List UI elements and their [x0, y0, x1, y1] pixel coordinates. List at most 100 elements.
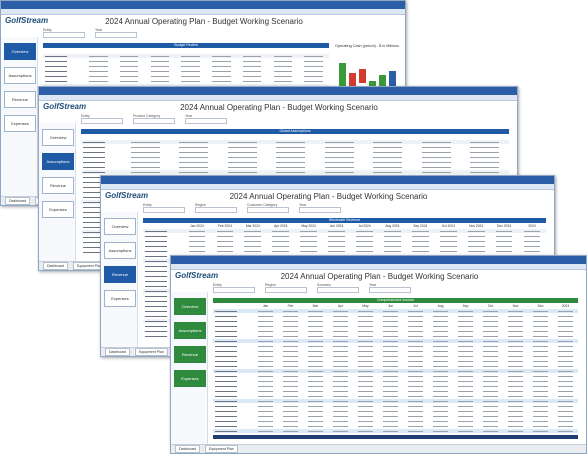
column-header: Mar 2024: [245, 224, 260, 228]
cell-value: [244, 240, 262, 243]
sheet-tab[interactable]: Dashboard: [43, 262, 69, 270]
cell-value: [324, 166, 354, 169]
nav-button[interactable]: Revenue: [42, 177, 74, 194]
column-header: Nov 2024: [469, 224, 484, 228]
section-header: Budget Review: [43, 43, 329, 48]
sheet-tab[interactable]: Equipment Plan: [205, 445, 238, 453]
filter-box[interactable]: [213, 287, 255, 293]
filter-box[interactable]: [43, 32, 85, 38]
nav-button[interactable]: Expenses: [42, 201, 74, 218]
cell-value: [227, 166, 257, 169]
filter-box[interactable]: [95, 32, 137, 38]
column-header: 2024: [528, 224, 536, 228]
filter-box[interactable]: [81, 118, 123, 124]
cell-value: [119, 75, 139, 78]
cell-value: [258, 410, 273, 413]
cell-value: [433, 345, 448, 348]
nav-button[interactable]: Revenue: [104, 266, 136, 283]
filter-box[interactable]: [369, 287, 411, 293]
cell-value: [483, 400, 498, 403]
nav-button[interactable]: Assumptions: [174, 322, 206, 339]
cell-value: [421, 146, 451, 149]
nav-button[interactable]: Overview: [4, 43, 36, 60]
nav-button[interactable]: Expenses: [104, 290, 136, 307]
cell-value: [258, 370, 273, 373]
cell-value: [333, 400, 348, 403]
cell-value: [467, 240, 485, 243]
column-header: Aug: [437, 304, 444, 308]
cell-value: [89, 75, 108, 78]
row-label: [83, 206, 105, 209]
row-label: [45, 65, 67, 68]
row-label: [83, 246, 105, 249]
cell-value: [558, 420, 573, 423]
filter-box[interactable]: [265, 287, 307, 293]
nav-button[interactable]: Overview: [42, 129, 74, 146]
sheet-tab[interactable]: Dashboard: [175, 445, 201, 453]
sheet-tab[interactable]: Equipment Plan: [135, 348, 168, 356]
nav-button[interactable]: Assumptions: [104, 242, 136, 259]
cell-value: [467, 250, 485, 253]
cell-value: [458, 315, 473, 318]
row-label: [215, 340, 237, 343]
cell-value: [373, 166, 403, 169]
logo: GolfStream: [43, 102, 87, 111]
filter-box[interactable]: [247, 207, 289, 213]
filter-box[interactable]: [317, 287, 359, 293]
cell-value: [533, 410, 548, 413]
nav-button[interactable]: Revenue: [4, 91, 36, 108]
cell-value: [483, 335, 498, 338]
row-label: [145, 290, 167, 293]
nav-button[interactable]: Overview: [104, 218, 136, 235]
page-title: 2024 Annual Operating Plan - Budget Work…: [280, 272, 479, 281]
sheet-tab[interactable]: Dashboard: [105, 348, 131, 356]
column-header: Jan 2024: [190, 224, 204, 228]
nav-button[interactable]: Overview: [174, 298, 206, 315]
cell-value: [283, 390, 298, 393]
cell-value: [383, 325, 398, 328]
filter-box[interactable]: [133, 118, 175, 124]
cell-value: [304, 55, 323, 58]
row-label: [83, 196, 105, 199]
nav-button[interactable]: Revenue: [174, 346, 206, 363]
filter-box[interactable]: [143, 207, 185, 213]
cell-value: [558, 380, 573, 383]
filter-box[interactable]: [195, 207, 237, 213]
cell-value: [508, 350, 523, 353]
row-label: [215, 350, 237, 353]
cell-value: [408, 315, 423, 318]
cell-value: [383, 350, 398, 353]
nav-button[interactable]: Expenses: [4, 115, 36, 132]
row-label: [215, 395, 237, 398]
nav-button[interactable]: Assumptions: [42, 153, 74, 170]
cell-value: [283, 320, 298, 323]
column-header: Jun 2024: [329, 224, 344, 228]
cell-value: [324, 146, 354, 149]
cell-value: [324, 171, 354, 174]
filter-box[interactable]: [299, 207, 341, 213]
ribbon: [101, 184, 554, 190]
sheet-tab[interactable]: Dashboard: [5, 197, 31, 205]
cell-value: [384, 235, 401, 238]
cell-value: [433, 355, 448, 358]
nav-button[interactable]: Assumptions: [4, 67, 36, 84]
cell-value: [408, 400, 423, 403]
cell-value: [483, 375, 498, 378]
cell-value: [558, 370, 573, 373]
cell-value: [328, 240, 345, 243]
cell-value: [408, 425, 423, 428]
filter-box[interactable]: [185, 118, 227, 124]
cell-value: [333, 395, 348, 398]
row-label: [145, 335, 167, 338]
cell-value: [467, 235, 485, 238]
cell-value: [439, 235, 457, 238]
nav-button[interactable]: Expenses: [174, 370, 206, 387]
cell-value: [328, 250, 345, 253]
column-header: Nov: [512, 304, 519, 308]
cell-value: [383, 330, 398, 333]
cell-value: [272, 250, 290, 253]
cell-value: [433, 430, 448, 433]
cell-value: [181, 65, 200, 68]
cell-value: [179, 156, 209, 159]
cell-value: [458, 405, 473, 408]
